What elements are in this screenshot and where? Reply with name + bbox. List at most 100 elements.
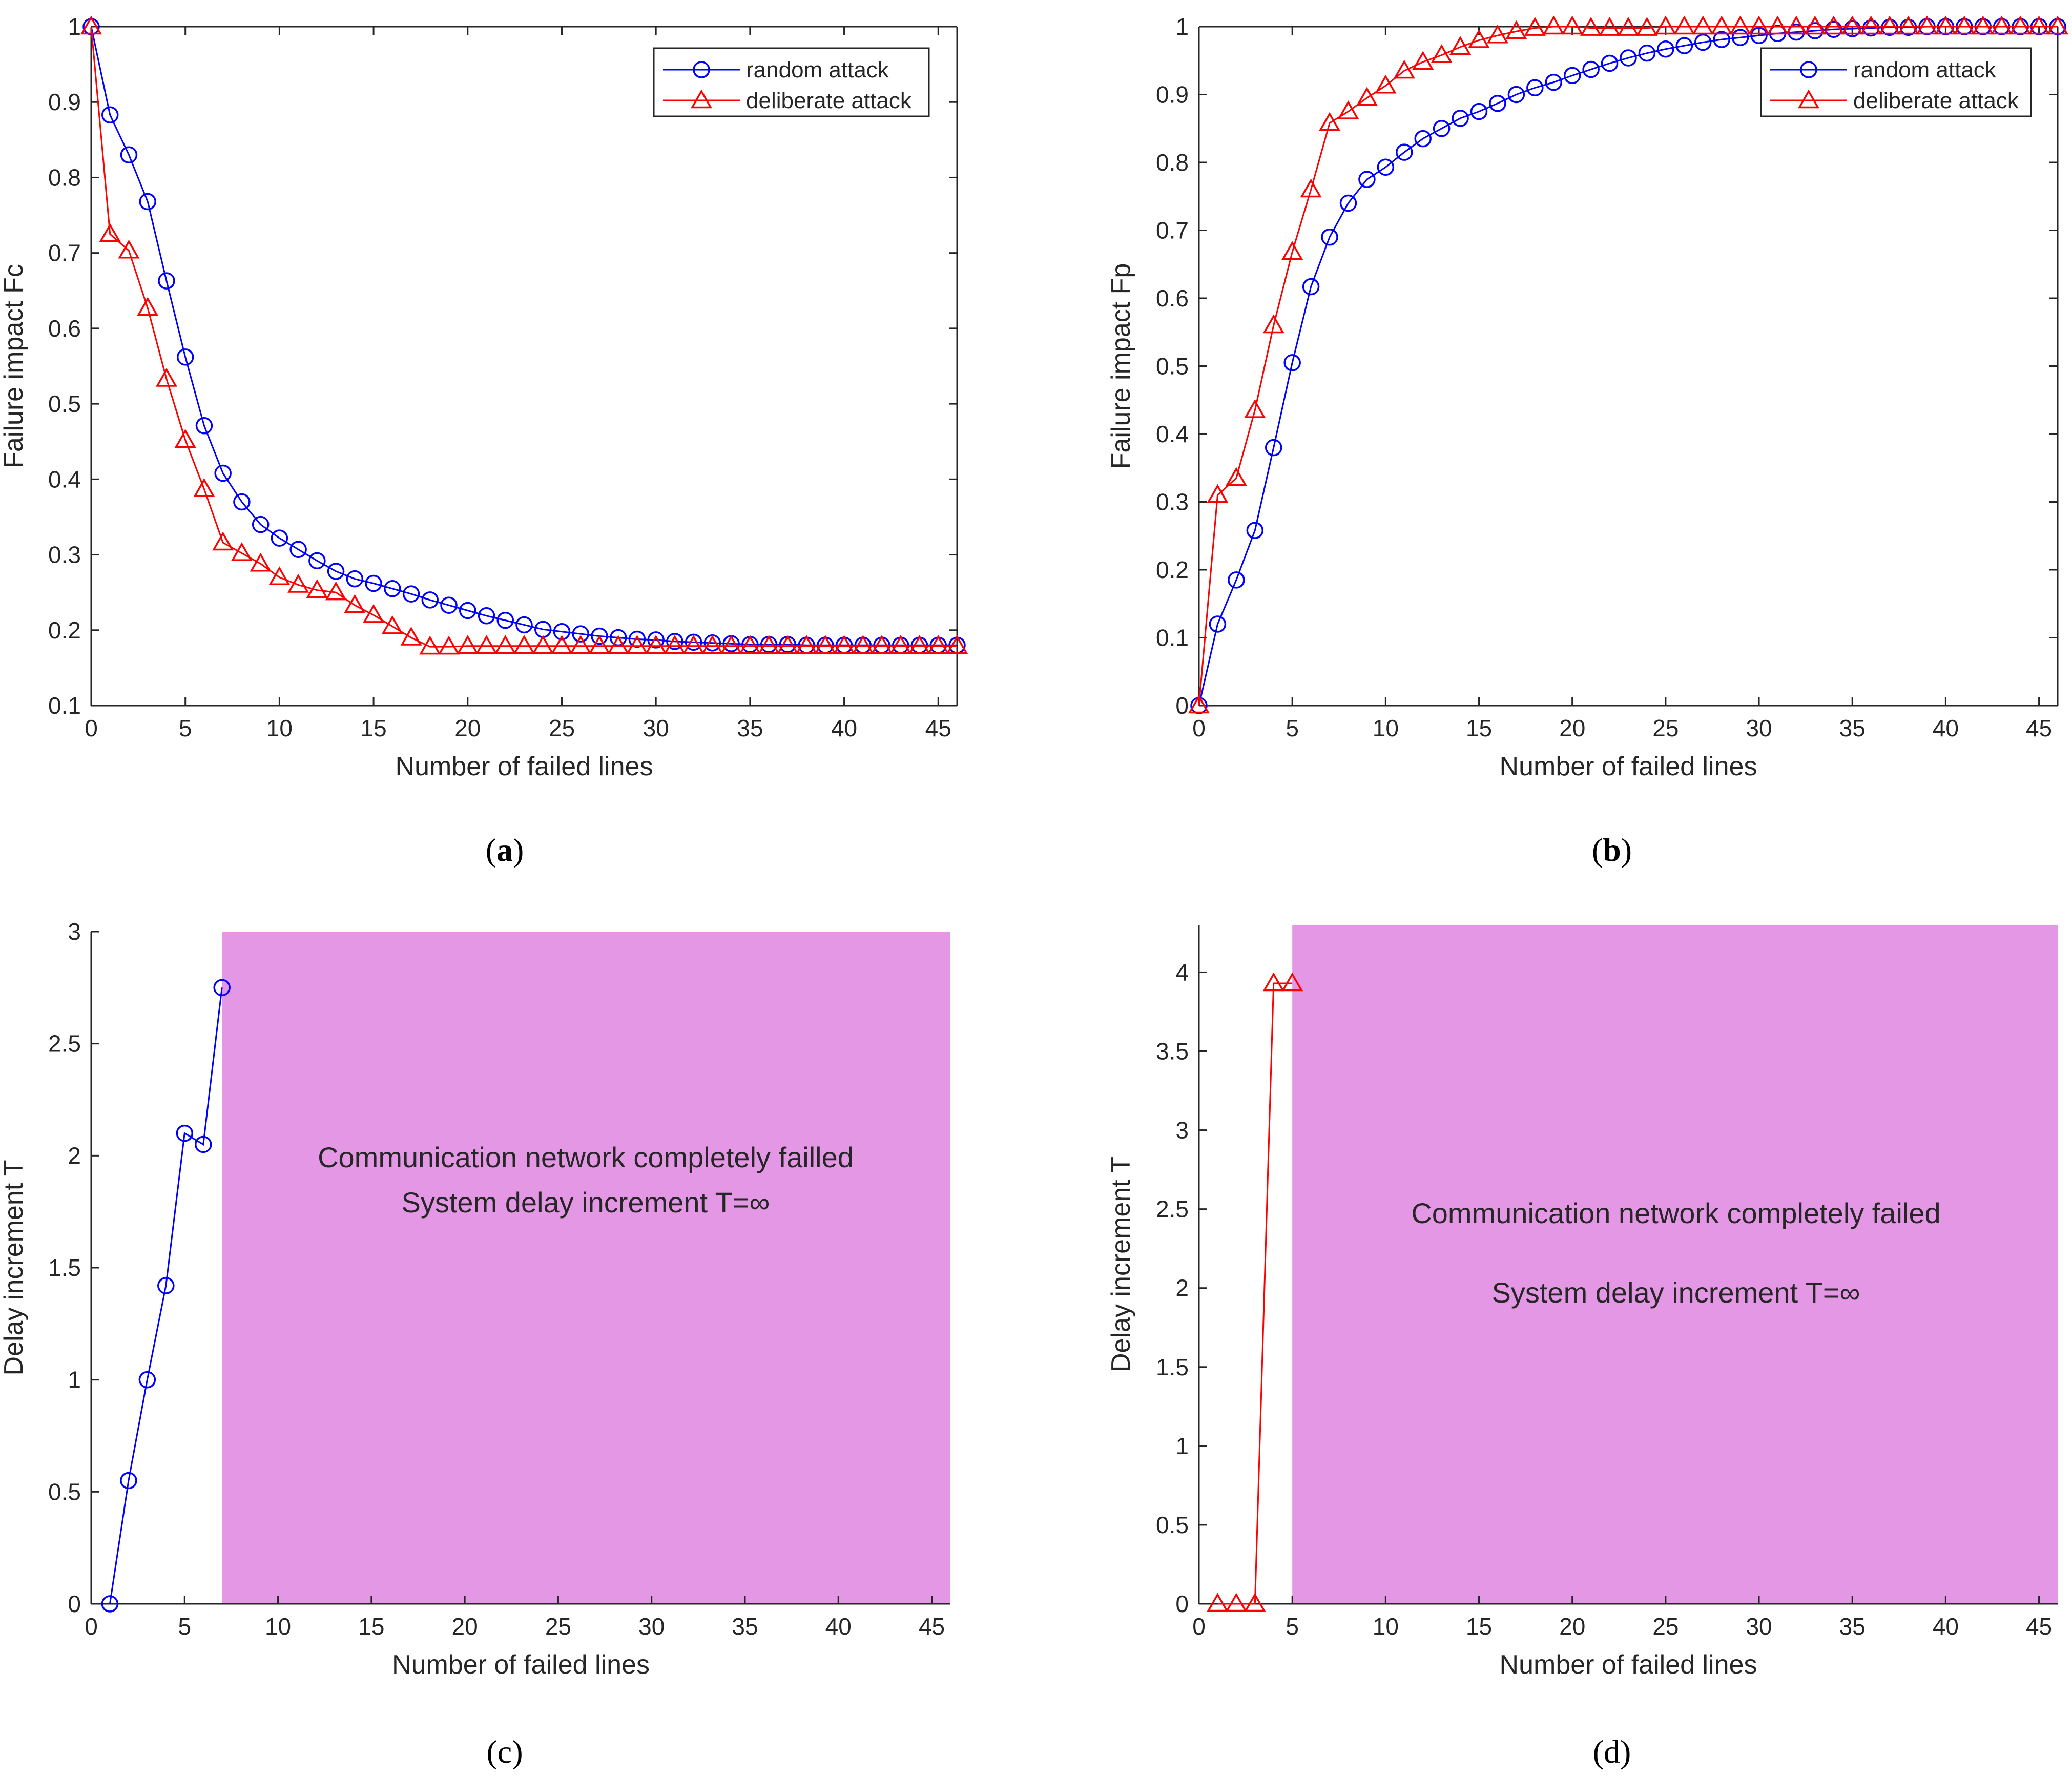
data-point-deliberate xyxy=(1767,15,1789,35)
data-point-deliberate xyxy=(363,604,385,623)
x-tick-label: 15 xyxy=(361,715,387,741)
data-point-deliberate xyxy=(325,581,347,601)
data-point-random xyxy=(1321,229,1338,246)
data-point-random xyxy=(346,570,364,588)
data-point-deliberate xyxy=(1337,100,1359,119)
x-tick-label: 25 xyxy=(549,715,575,741)
y-tick-label: 0.8 xyxy=(1156,149,1189,176)
data-point-random xyxy=(233,493,251,511)
x-tick-label: 30 xyxy=(1746,1613,1772,1640)
x-tick-label: 0 xyxy=(85,1613,98,1640)
data-point-random xyxy=(515,616,533,634)
data-point-random xyxy=(1620,49,1637,67)
y-tick-label: 1 xyxy=(68,1367,81,1393)
y-tick-label: 0.5 xyxy=(1156,1512,1189,1538)
data-point-deliberate xyxy=(607,635,629,654)
data-point-deliberate xyxy=(1599,17,1621,36)
data-point-deliberate xyxy=(419,635,441,655)
data-point-random xyxy=(213,979,231,997)
data-point-deliberate xyxy=(1375,74,1397,94)
data-point-deliberate xyxy=(588,635,610,654)
data-point-deliberate xyxy=(758,635,780,654)
data-point-deliberate xyxy=(1711,15,1733,35)
data-point-deliberate xyxy=(99,223,121,242)
y-tick-label: 0.4 xyxy=(1156,421,1189,447)
shaded-failure-region xyxy=(1292,925,2058,1604)
data-point-deliberate xyxy=(1486,24,1508,44)
data-point-deliberate xyxy=(438,635,460,655)
data-point-deliberate xyxy=(231,542,253,561)
data-point-deliberate xyxy=(889,635,911,654)
data-point-deliberate xyxy=(1319,112,1341,131)
data-point-deliberate xyxy=(1207,484,1229,503)
x-axis-label: Number of failed lines xyxy=(1500,1650,1757,1680)
data-point-deliberate xyxy=(1431,44,1453,63)
y-tick-label: 0.9 xyxy=(1156,81,1189,108)
data-point-random xyxy=(402,585,420,603)
data-point-deliberate xyxy=(720,635,742,654)
data-point-random xyxy=(1470,102,1488,120)
y-tick-label: 0.7 xyxy=(1156,217,1189,244)
data-point-random xyxy=(194,1135,212,1153)
data-point-random xyxy=(1582,60,1600,78)
data-point-deliberate xyxy=(664,635,686,654)
data-point-deliberate xyxy=(1543,15,1565,35)
x-tick-label: 30 xyxy=(638,1613,665,1640)
y-axis-label: Failure impact Fc xyxy=(0,264,29,468)
x-tick-label: 10 xyxy=(266,715,293,741)
data-point-random xyxy=(1228,571,1245,589)
data-point-random xyxy=(120,1472,137,1490)
panel-b-label-text: b xyxy=(1603,832,1621,868)
legend-entry-deliberate-attack: deliberate attack xyxy=(1853,88,2019,113)
data-point-random xyxy=(1209,615,1227,633)
x-tick-label: 35 xyxy=(732,1613,758,1640)
data-point-deliberate xyxy=(513,635,535,654)
data-point-random xyxy=(666,633,683,650)
data-point-deliberate xyxy=(250,552,272,572)
x-tick-label: 15 xyxy=(358,1613,384,1640)
y-tick-label: 0 xyxy=(1175,692,1189,719)
y-tick-label: 3 xyxy=(68,918,81,945)
data-point-random xyxy=(214,464,232,482)
y-tick-label: 0.9 xyxy=(48,89,81,115)
series-line-random-attack xyxy=(109,987,223,1604)
data-point-deliberate xyxy=(137,297,159,316)
y-tick-label: 2 xyxy=(1175,1275,1189,1302)
y-axis-label: Delay increment T xyxy=(1106,1157,1136,1372)
data-point-deliberate xyxy=(1412,51,1434,70)
data-point-deliberate xyxy=(174,429,196,448)
y-tick-label: 0.2 xyxy=(1156,556,1189,583)
data-point-deliberate xyxy=(739,635,761,654)
panel-d-label: (d) xyxy=(1593,1733,1631,1770)
data-point-deliberate xyxy=(1356,87,1378,106)
data-point-random xyxy=(195,417,213,435)
data-point-deliberate xyxy=(212,531,234,551)
data-point-deliberate xyxy=(1673,15,1695,35)
data-point-deliberate xyxy=(1729,15,1751,35)
y-tick-label: 0 xyxy=(1175,1591,1189,1617)
x-tick-label: 10 xyxy=(265,1613,291,1640)
x-tick-label: 20 xyxy=(1559,715,1585,741)
data-point-random xyxy=(1414,130,1432,148)
data-point-random xyxy=(1377,158,1395,176)
data-point-random xyxy=(1302,278,1320,296)
data-point-deliberate xyxy=(1262,314,1284,334)
data-point-deliberate xyxy=(1654,15,1676,35)
data-point-deliberate xyxy=(1916,15,1938,35)
data-point-deliberate xyxy=(344,594,366,613)
y-tick-label: 2.5 xyxy=(1156,1196,1189,1223)
data-point-random xyxy=(1862,19,1880,37)
data-point-deliberate xyxy=(908,635,930,654)
x-tick-label: 5 xyxy=(179,715,192,741)
data-point-random xyxy=(1452,110,1469,127)
y-tick-label: 1.5 xyxy=(48,1254,81,1281)
x-tick-label: 5 xyxy=(1286,715,1299,741)
data-point-random xyxy=(591,627,608,645)
data-point-deliberate xyxy=(814,635,836,654)
data-point-random xyxy=(252,515,270,533)
data-point-deliberate xyxy=(1225,467,1247,486)
y-tick-label: 1 xyxy=(1175,13,1189,40)
legend-marker xyxy=(1797,89,1820,109)
data-point-random xyxy=(1545,73,1563,91)
y-tick-label: 4 xyxy=(1175,959,1189,985)
